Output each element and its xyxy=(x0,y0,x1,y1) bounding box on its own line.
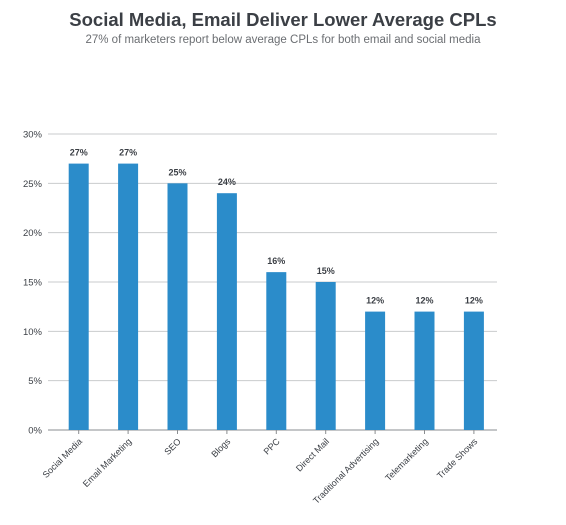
bar xyxy=(315,282,336,430)
y-tick-label: 25% xyxy=(23,179,43,190)
x-tick-label: Blogs xyxy=(209,436,232,459)
data-label: 27% xyxy=(119,148,137,158)
y-tick-label: 20% xyxy=(23,228,43,239)
bar xyxy=(365,311,386,430)
data-label: 15% xyxy=(317,266,335,276)
data-label: 12% xyxy=(415,296,433,306)
bar xyxy=(216,193,237,430)
y-axis: 0% 5% 10% 15% 20% 25% 30% xyxy=(23,130,43,437)
x-tick-label: PPC xyxy=(262,436,283,457)
data-label: 25% xyxy=(168,167,186,177)
y-tick-label: 10% xyxy=(23,327,43,338)
data-label: 16% xyxy=(267,256,285,266)
y-tick-label: 0% xyxy=(28,426,42,437)
y-tick-label: 30% xyxy=(23,130,43,141)
chart-subtitle: 27% of marketers report below average CP… xyxy=(85,34,481,46)
x-tick-label: Telemarketing xyxy=(383,436,430,483)
bar xyxy=(414,311,435,430)
chart-title: Social Media, Email Deliver Lower Averag… xyxy=(69,9,497,30)
bar xyxy=(118,163,139,430)
x-tick-label: Direct Mail xyxy=(294,436,331,473)
bar xyxy=(463,311,484,430)
data-label: 24% xyxy=(218,177,236,187)
data-label: 12% xyxy=(465,296,483,306)
data-labels: 27% 27% 25% 24% 16% 15% 12% 12% 12% xyxy=(70,148,483,306)
x-tick-label: Trade Shows xyxy=(435,436,480,481)
y-tick-label: 15% xyxy=(23,278,43,289)
bar xyxy=(266,272,287,430)
y-tick-label: 5% xyxy=(28,376,42,387)
bar xyxy=(68,163,89,430)
data-label: 12% xyxy=(366,296,384,306)
bars xyxy=(68,163,484,430)
x-tick-label: SEO xyxy=(162,436,183,457)
data-label: 27% xyxy=(70,148,88,158)
bar xyxy=(167,183,188,430)
x-tick-label: Email Marketing xyxy=(81,436,134,489)
x-tick-label: Social Media xyxy=(41,436,85,480)
